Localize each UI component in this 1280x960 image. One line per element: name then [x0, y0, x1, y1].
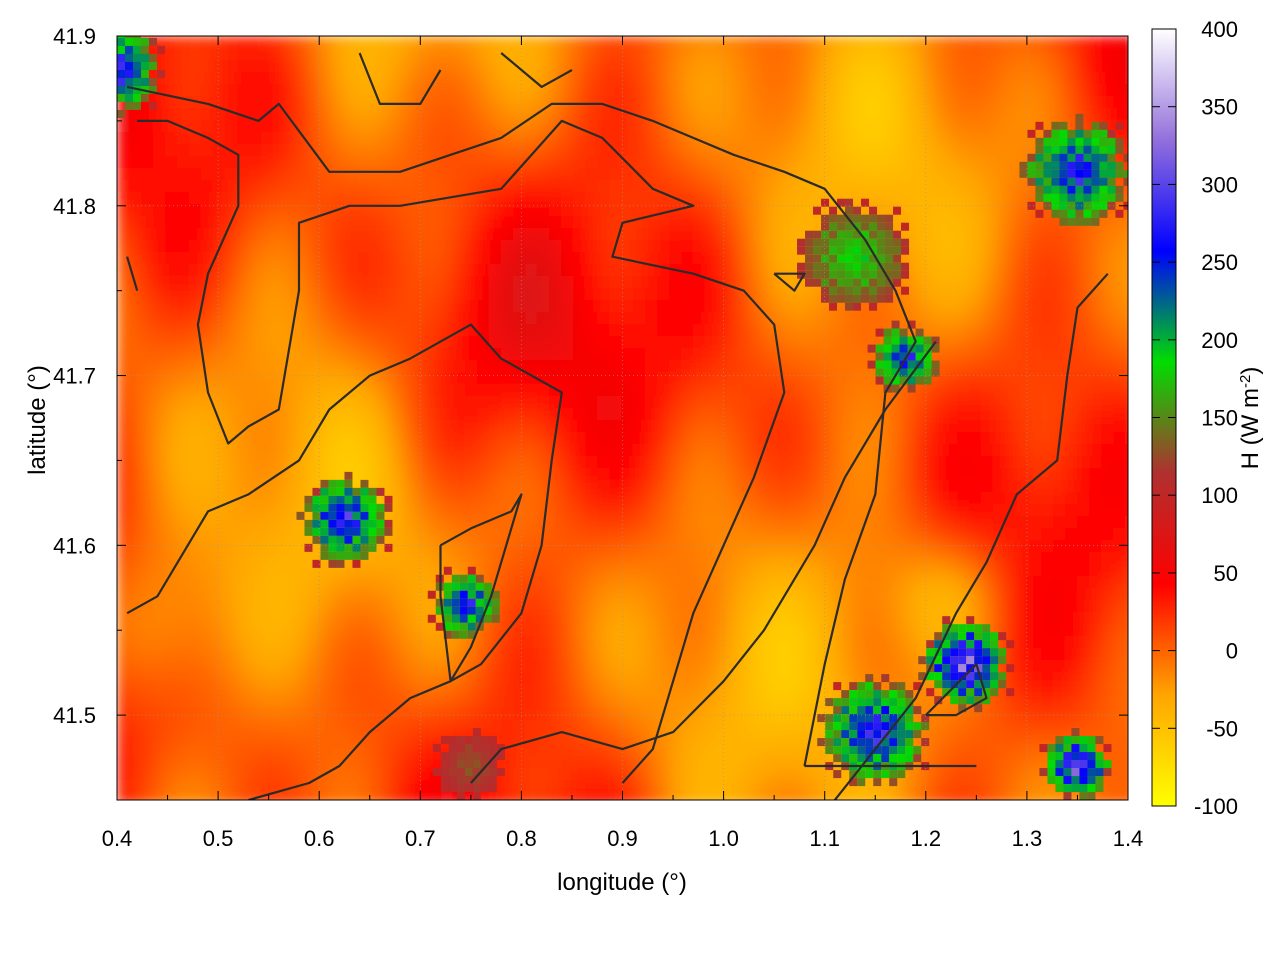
y-tick-label: 41.8 — [53, 194, 96, 219]
contour-line — [833, 272, 1109, 800]
contour-line — [439, 493, 523, 683]
y-tick-label: 41.9 — [53, 24, 96, 49]
contour-line — [137, 119, 786, 784]
colorbar: -100 -50 0 50 100 150 200 250 300 350 400 H (W m-2… — [1151, 17, 1265, 819]
field-anomaly — [867, 320, 940, 393]
x-tick-label: 0.4 — [102, 826, 133, 851]
colorbar-label: H (W m-2) — [1237, 367, 1265, 470]
field-anomaly — [1039, 728, 1112, 800]
colorbar-tick-label: 400 — [1201, 17, 1238, 42]
colorbar-tick-label: 300 — [1201, 172, 1238, 197]
colorbar-tick-label: 50 — [1214, 561, 1238, 586]
x-tick-label: 0.9 — [607, 826, 638, 851]
contour-line — [126, 85, 917, 767]
colorbar-tick-label: -50 — [1206, 716, 1238, 741]
colorbar-tick-labels: -100 -50 0 50 100 150 200 250 300 350 400 — [1194, 17, 1238, 819]
x-tick-label: 0.8 — [506, 826, 537, 851]
colorbar-tick-label: -100 — [1194, 794, 1238, 819]
x-tick-label: 1.3 — [1012, 826, 1043, 851]
x-tick-label: 1.1 — [809, 826, 840, 851]
contour-line — [358, 52, 442, 105]
contour-line — [126, 323, 563, 800]
field-base — [117, 36, 1128, 800]
colorbar-tick-label: 200 — [1201, 328, 1238, 353]
contour-line — [126, 256, 139, 292]
y-tick-label: 41.6 — [53, 533, 96, 558]
x-tick-labels: 0.4 0.5 0.6 0.7 0.8 0.9 1.0 1.1 1.2 1.3 1.4 — [102, 826, 1144, 851]
colorbar-tick-label: 250 — [1201, 250, 1238, 275]
colorbar-ticks — [1152, 28, 1176, 807]
colorbar-label-end: ) — [1237, 367, 1264, 375]
contour-line — [500, 52, 573, 88]
colorbar-label-main: H (W m — [1237, 388, 1264, 469]
axis-ticks — [116, 35, 1129, 800]
x-tick-label: 0.6 — [304, 826, 335, 851]
colorbar-tick-label: 100 — [1201, 483, 1238, 508]
y-tick-label: 41.5 — [53, 703, 96, 728]
x-tick-label: 1.2 — [911, 826, 942, 851]
y-tick-label: 41.7 — [53, 364, 96, 389]
contour-line — [773, 272, 806, 292]
contour-line — [925, 663, 988, 717]
colorbar-label-sup: -2 — [1237, 375, 1254, 388]
x-axis-label: longitude (°) — [557, 869, 687, 896]
x-tick-label: 0.7 — [405, 826, 436, 851]
y-tick-labels: 41.5 41.6 41.7 41.8 41.9 — [53, 24, 96, 728]
heatmap-field — [117, 36, 1128, 800]
colorbar-tick-label: 150 — [1201, 406, 1238, 431]
colorbar-tick-label: 0 — [1226, 639, 1238, 664]
colorbar-tick-label: 350 — [1201, 95, 1238, 120]
y-axis-label: latitude (°) — [24, 365, 51, 475]
x-tick-label: 0.5 — [203, 826, 234, 851]
x-tick-label: 1.4 — [1113, 826, 1144, 851]
field-anomaly — [1019, 113, 1128, 226]
field-anomaly — [296, 471, 393, 568]
contour-line — [470, 340, 937, 784]
field-anomaly — [432, 728, 505, 800]
field-anomaly — [918, 616, 1015, 713]
field-anomaly — [427, 566, 500, 639]
contour-lines — [126, 52, 1109, 800]
x-tick-label: 1.0 — [708, 826, 739, 851]
